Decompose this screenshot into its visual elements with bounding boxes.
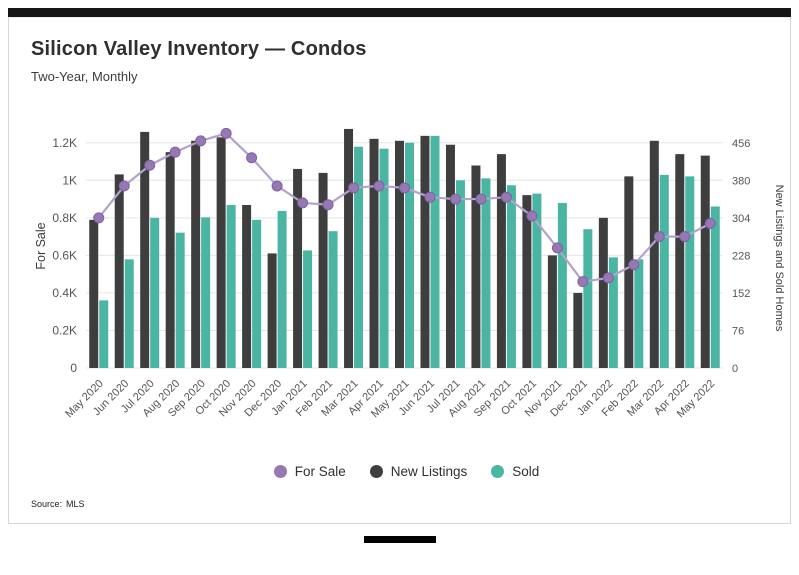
chart-subtitle: Two-Year, Monthly [31,69,138,84]
svg-text:1K: 1K [62,173,77,187]
svg-text:456: 456 [732,138,750,150]
svg-text:380: 380 [732,175,750,187]
svg-text:76: 76 [732,325,744,337]
svg-text:0.6K: 0.6K [52,248,77,262]
left-axis-title: For Sale [34,222,48,270]
legend-item-for-sale: For Sale [273,464,346,479]
chart-title: Silicon Valley Inventory — Condos [31,38,367,60]
svg-text:0: 0 [732,363,738,375]
svg-text:0.4K: 0.4K [52,286,77,300]
legend-label-new-listings: New Listings [390,464,468,479]
legend-label-for-sale: For Sale [294,464,346,479]
right-axis-title: New Listings and Sold Homes [773,184,785,332]
sold-legend-marker-icon [491,465,505,478]
chart-card: Silicon Valley Inventory — Condos Two-Ye… [8,17,791,524]
svg-text:0.2K: 0.2K [52,323,77,337]
new-listings-legend-marker-icon [369,465,383,478]
page: Silicon Valley Inventory — Condos Two-Ye… [8,8,791,543]
source-note: Source: MLS [31,499,782,509]
chart-area: For Sale 0 0 0.2K 76 0.4K 152 0.6K 228 0.8K 304 1K… [31,108,785,458]
svg-text:0: 0 [70,361,77,375]
legend-item-sold: Sold [491,464,539,479]
svg-text:1.2K: 1.2K [52,136,77,150]
svg-text:0.8K: 0.8K [52,211,77,225]
legend-label-sold: Sold [512,464,540,479]
source-value: MLS [66,499,85,509]
for-sale-legend-marker-icon [273,465,287,478]
legend-item-new-listings: New Listings [369,464,468,479]
chart-svg: 0 0 0.2K 76 0.4K 152 0.6K 228 0.8K 304 1K 380 1.2K 45… [52,127,750,420]
top-bar [8,8,791,17]
legend: For Sale New Listings Sold [31,464,782,479]
svg-text:152: 152 [732,288,750,300]
svg-text:304: 304 [732,213,750,225]
bottom-bar [363,536,436,543]
svg-text:228: 228 [732,250,750,262]
source-label: Source: [31,499,63,509]
